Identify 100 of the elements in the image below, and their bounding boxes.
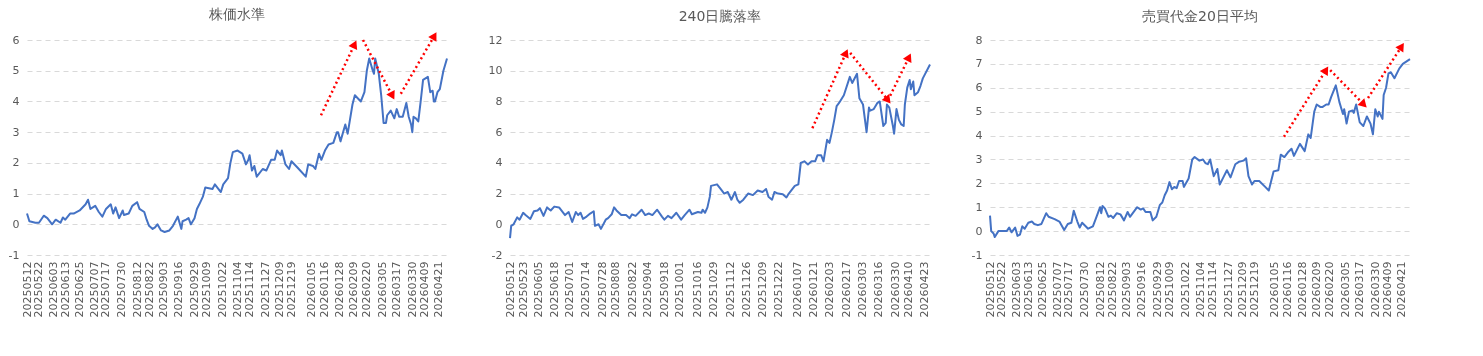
x-tick-label: 20260107	[790, 261, 804, 318]
x-tick-label: 20250714	[578, 261, 592, 318]
x-tick-label: 20250717	[99, 261, 113, 318]
x-tick-label: 20250929	[188, 261, 202, 318]
line-series	[509, 63, 931, 240]
x-tick-label: 20260121	[807, 261, 821, 318]
x-tick-label: 20260316	[872, 261, 886, 318]
x-tick-label: 20251112	[723, 261, 737, 318]
line-series	[989, 58, 1411, 239]
y-tick-label: 0	[495, 217, 503, 231]
x-tick-label: 20250522	[995, 261, 1009, 318]
x-tick-label: 20250522	[32, 261, 46, 318]
x-tick-label: 20251104	[231, 261, 245, 318]
x-tick-label: 20250618	[547, 261, 561, 318]
y-tick-label: 4	[12, 94, 20, 108]
x-tick-label: 20260330	[888, 261, 902, 318]
x-tick-label: 20260303	[856, 261, 870, 318]
x-tick-label: 20250605	[532, 261, 546, 318]
x-tick-label: 20250613	[1021, 261, 1035, 318]
y-tick-label: 3	[12, 125, 20, 139]
x-tick-label: 20251222	[771, 261, 785, 318]
x-tick-label: 20251219	[284, 261, 298, 318]
y-tick-label: 6	[975, 81, 983, 95]
chart-title: 株価水準	[208, 6, 265, 23]
y-tick-label: -1	[971, 248, 983, 262]
x-tick-label: 20250822	[142, 261, 156, 318]
x-tick-label: 20260116	[318, 261, 332, 318]
x-tick-label: 20251029	[706, 261, 720, 318]
x-tick-label: 20250717	[1062, 261, 1076, 318]
x-tick-label: 20251114	[243, 261, 257, 318]
y-tick-label: 4	[495, 156, 503, 170]
y-tick-label: 5	[12, 64, 20, 78]
x-tick-label: 20260220	[360, 261, 374, 318]
y-tick-label: 2	[12, 156, 20, 170]
x-tick-label: 20250918	[657, 261, 671, 318]
x-tick-label: 20250822	[625, 261, 639, 318]
x-tick-label: 20251209	[755, 261, 769, 318]
x-tick-label: 20260209	[347, 261, 361, 318]
x-tick-label: 20250625	[73, 261, 87, 318]
y-tick-label: 6	[495, 125, 503, 139]
x-tick-label: 20250903	[1119, 261, 1133, 318]
x-tick-label: 20260116	[1281, 261, 1295, 318]
y-tick-label: 1	[975, 200, 983, 214]
x-tick-label: 20250812	[130, 261, 144, 318]
x-tick-label: 20250512	[983, 261, 997, 318]
y-tick-label: 0	[975, 224, 983, 238]
chart-title: 売買代金20日平均	[1142, 8, 1258, 24]
x-tick-label: 20260217	[839, 261, 853, 318]
x-tick-label: 20250904	[641, 261, 655, 318]
x-tick-label: 20260220	[1323, 261, 1337, 318]
y-tick-label: 5	[975, 105, 983, 119]
x-tick-label: 20250512	[503, 261, 517, 318]
x-tick-label: 20260421	[432, 261, 446, 318]
x-tick-label: 20251127	[258, 261, 272, 318]
y-tick-label: 6	[12, 33, 20, 47]
x-tick-label: 20260305	[1338, 261, 1352, 318]
x-tick-label: 20251127	[1221, 261, 1235, 318]
y-tick-label: 8	[495, 94, 503, 108]
x-tick-label: 20250728	[595, 261, 609, 318]
x-tick-label: 20260203	[822, 261, 836, 318]
x-tick-label: 20260410	[901, 261, 915, 318]
y-tick-label: 7	[975, 57, 983, 71]
x-tick-label: 20260305	[375, 261, 389, 318]
x-tick-label: 20260128	[332, 261, 346, 318]
y-tick-label: -2	[491, 248, 503, 262]
x-tick-label: 20251001	[673, 261, 687, 318]
x-tick-label: 20260423	[917, 261, 931, 318]
x-tick-label: 20251016	[691, 261, 705, 318]
x-tick-label: 20250707	[1050, 261, 1064, 318]
x-tick-label: 20250730	[115, 261, 129, 318]
x-tick-label: 20251009	[199, 261, 213, 318]
x-tick-label: 20260317	[390, 261, 404, 318]
x-tick-label: 20260105	[1268, 261, 1282, 318]
x-tick-label: 20250512	[20, 261, 34, 318]
y-tick-label: 8	[975, 33, 983, 47]
y-tick-label: 1	[12, 187, 20, 201]
y-tick-label: 0	[12, 217, 20, 231]
x-tick-label: 20250929	[1151, 261, 1165, 318]
x-tick-label: 20250916	[1135, 261, 1149, 318]
x-tick-label: 20251209	[272, 261, 286, 318]
x-tick-label: 20251104	[1194, 261, 1208, 318]
x-tick-label: 20251219	[1247, 261, 1261, 318]
x-tick-label: 20260105	[305, 261, 319, 318]
x-tick-label: 20250625	[1036, 261, 1050, 318]
x-tick-label: 20250903	[156, 261, 170, 318]
y-tick-label: -1	[8, 248, 20, 262]
x-tick-label: 20250812	[1093, 261, 1107, 318]
x-tick-label: 20260421	[1395, 261, 1409, 318]
x-tick-label: 20260128	[1295, 261, 1309, 318]
x-tick-label: 20250603	[1009, 261, 1023, 318]
x-tick-label: 20250523	[516, 261, 530, 318]
x-tick-label: 20251009	[1162, 261, 1176, 318]
x-tick-label: 20250603	[46, 261, 60, 318]
x-tick-label: 20250822	[1105, 261, 1119, 318]
x-tick-label: 20250730	[1078, 261, 1092, 318]
y-tick-label: 2	[975, 176, 983, 190]
x-tick-label: 20251209	[1235, 261, 1249, 318]
line-series	[26, 57, 448, 233]
x-tick-label: 20250613	[58, 261, 72, 318]
y-tick-label: 3	[975, 152, 983, 166]
